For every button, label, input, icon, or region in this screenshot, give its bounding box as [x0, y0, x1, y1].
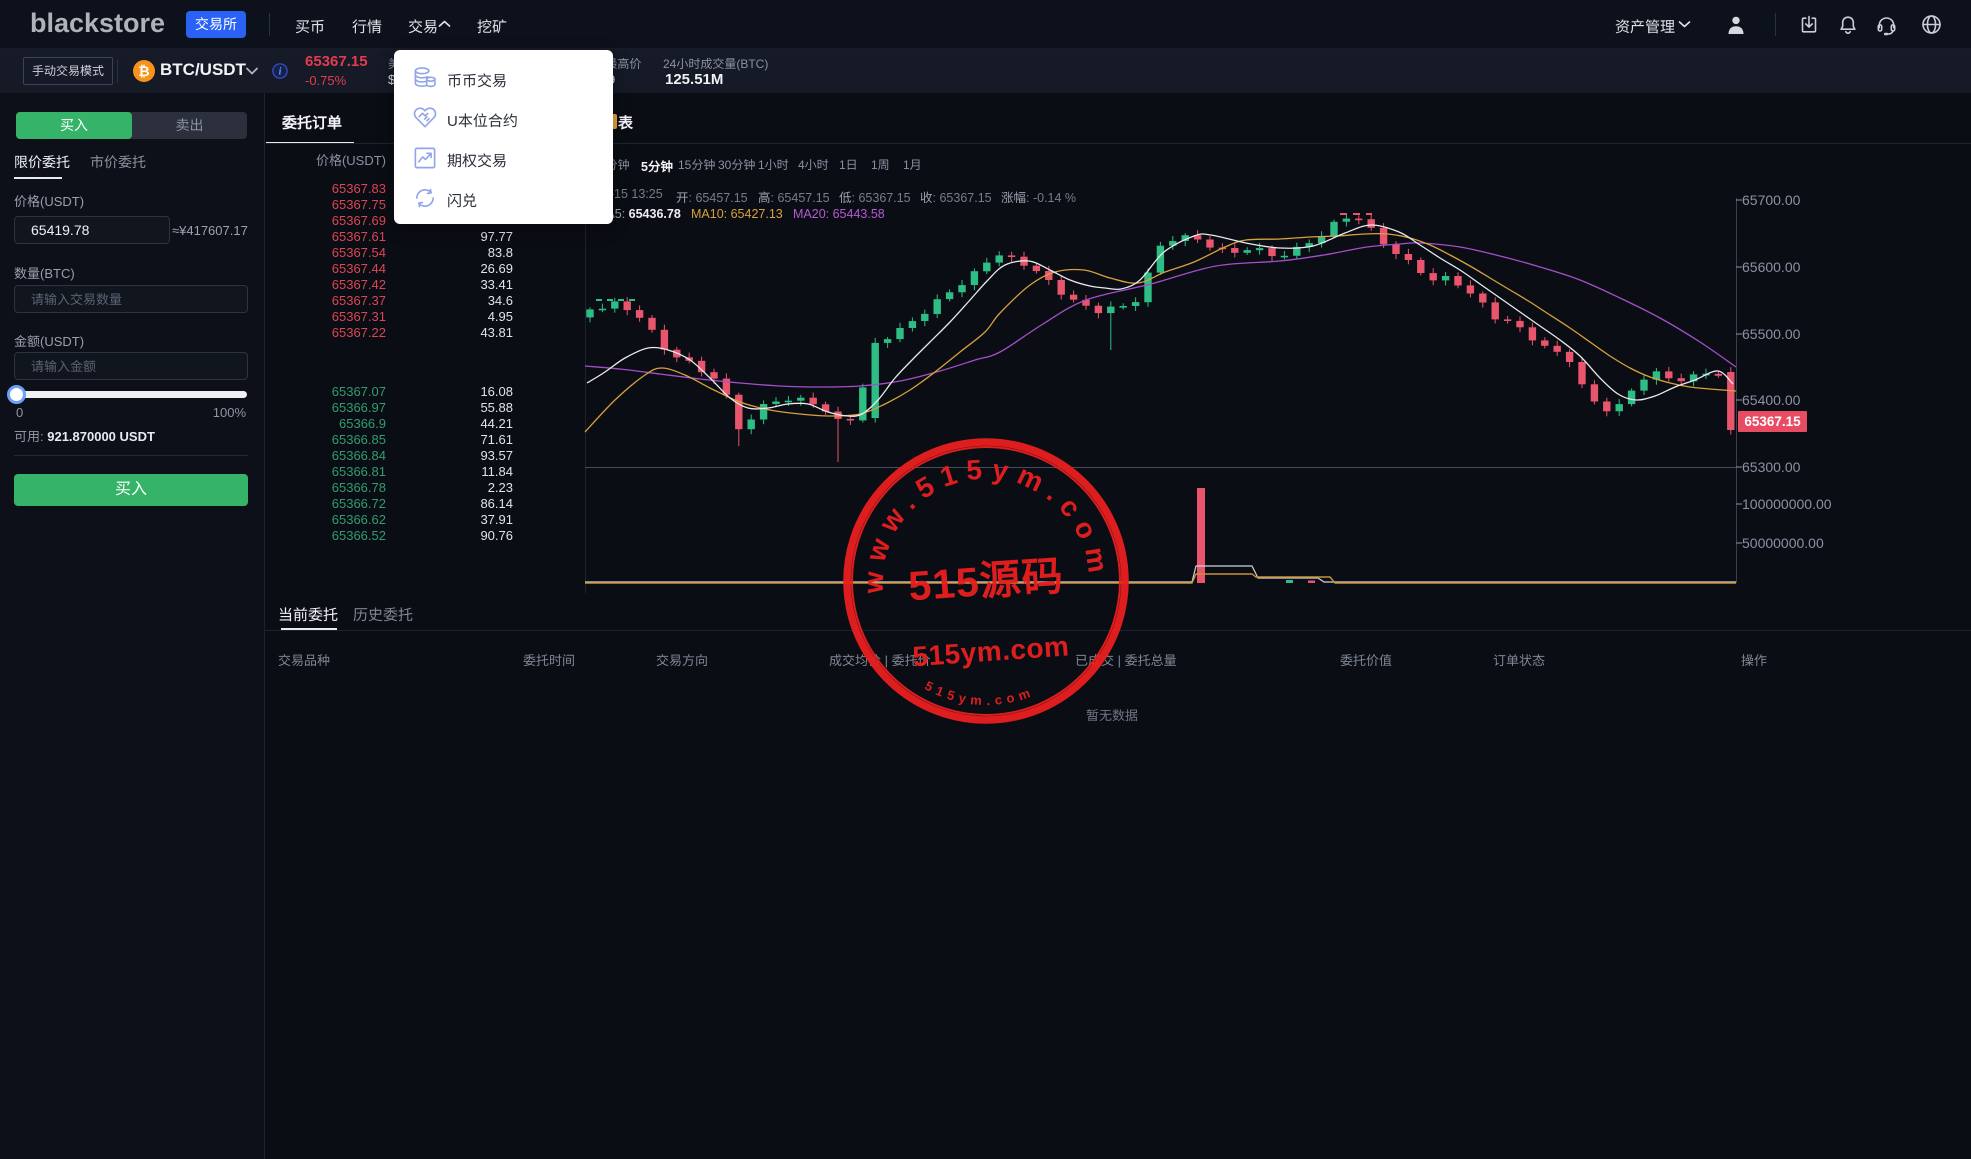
- svg-text:₿: ₿: [138, 63, 149, 79]
- svg-text:i: i: [279, 67, 282, 78]
- svg-text:515ym.com: 515ym.com: [912, 630, 1071, 672]
- svg-text:515源码: 515源码: [907, 553, 1065, 610]
